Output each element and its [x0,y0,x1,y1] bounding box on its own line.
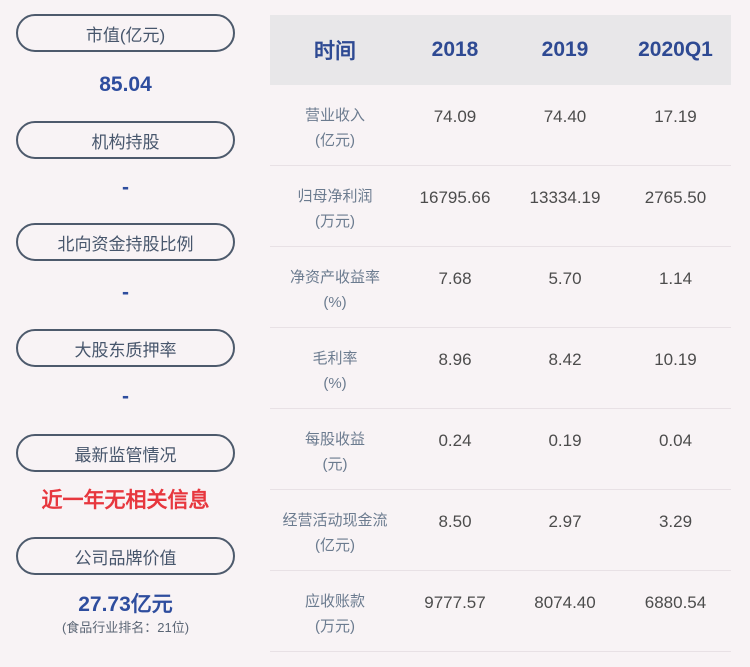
institutional-holdings-value: - [122,176,129,199]
pill-label: 大股东质押率 [74,340,177,360]
cell-value: 16795.66 [419,188,491,207]
cell-value: 9777.57 [424,593,486,612]
metric-unit: (万元) [315,618,355,635]
row-label: 经营活动现金流 (亿元) [270,490,400,558]
market-cap-value: 85.04 [99,73,152,96]
cell-value: 0.19 [548,431,582,450]
row-label: 营业收入 (亿元) [270,85,400,153]
pill-label: 市值(亿元) [85,25,166,45]
table-row-gross-margin: 毛利率 (%) 8.96 8.42 10.19 [270,328,731,409]
cell-value: 0.24 [438,431,472,450]
metric-name: 毛利率 [312,350,358,367]
metric-name: 应收账款 [304,593,365,610]
cell-value: 5.70 [548,269,582,288]
metric-name: 每股收益 [304,431,365,448]
cell-value: 17.19 [654,107,697,126]
table-header-row: 时间 2018 2019 2020Q1 [270,15,731,85]
metric-name: 营业收入 [304,107,365,124]
metric-name: 归母净利润 [297,188,373,205]
metric-unit: (亿元) [315,537,355,554]
row-label: 归母净利润 (万元) [270,166,400,234]
column-header-time: 时间 [314,40,356,63]
table-row-accounts-receivable: 应收账款 (万元) 9777.57 8074.40 6880.54 [270,571,731,652]
table-row-eps: 每股收益 (元) 0.24 0.19 0.04 [270,409,731,490]
cell-value: 3.29 [658,512,693,531]
northbound-holding-ratio-value: - [122,281,129,304]
cell-value: 10.19 [654,350,697,369]
pill-label: 机构持股 [91,132,160,152]
cell-value: 2765.50 [644,188,707,207]
table-row-revenue: 营业收入 (亿元) 74.09 74.40 17.19 [270,85,731,166]
cell-value: 13334.19 [529,188,601,207]
pill-label: 公司品牌价值 [74,548,177,568]
row-label: 净资产收益率 (%) [270,247,400,315]
sidebar-pill-latest-regulation-status[interactable]: 最新监管情况 [16,434,235,472]
metric-unit: (亿元) [315,132,355,149]
cell-value: 2.97 [548,512,582,531]
cell-value: 7.68 [438,269,472,288]
row-label: 每股收益 (元) [270,409,400,477]
table-row-net-profit: 归母净利润 (万元) 16795.66 13334.19 2765.50 [270,166,731,247]
metric-name: 净资产收益率 [289,269,380,286]
column-header-2019: 2019 [541,38,589,61]
metric-unit: (%) [323,294,347,311]
table-row-operating-cash-flow: 经营活动现金流 (亿元) 8.50 2.97 3.29 [270,490,731,571]
cell-value: 8.50 [438,512,472,531]
major-shareholder-pledge-rate-value: - [122,385,129,408]
metric-name: 经营活动现金流 [282,512,388,529]
cell-value: 1.14 [658,269,693,288]
brand-value-industry-rank: (食品行业排名：21位) [61,620,190,635]
financial-table: 时间 2018 2019 2020Q1 营业收入 (亿元) 74.09 74.4… [270,15,731,652]
latest-regulation-status-value: 近一年无相关信息 [41,489,210,512]
pill-label: 最新监管情况 [74,445,177,465]
cell-value: 8.42 [548,350,582,369]
row-label: 毛利率 (%) [270,328,400,396]
cell-value: 74.40 [543,107,587,126]
cell-value: 74.09 [433,107,477,126]
row-label: 应收账款 (万元) [270,571,400,639]
pill-label: 北向资金持股比例 [57,234,194,254]
sidebar-pill-major-shareholder-pledge-rate[interactable]: 大股东质押率 [16,329,235,367]
metric-unit: (万元) [315,213,355,230]
metric-unit: (%) [323,375,347,392]
cell-value: 0.04 [658,431,693,450]
brand-value-amount: 27.73亿元 [78,593,173,616]
cell-value: 8.96 [438,350,472,369]
cell-value: 6880.54 [644,593,707,612]
sidebar-pill-market-cap[interactable]: 市值(亿元) [16,14,235,52]
column-header-2020q1: 2020Q1 [638,38,713,61]
sidebar-pill-northbound-holding-ratio[interactable]: 北向资金持股比例 [16,223,235,261]
sidebar-pill-brand-value[interactable]: 公司品牌价值 [16,537,235,575]
column-header-2018: 2018 [431,38,479,61]
sidebar: 市值(亿元) 85.04 机构持股 - 北向资金持股比例 - 大股东质押率 - … [16,0,235,667]
sidebar-pill-institutional-holdings[interactable]: 机构持股 [16,121,235,159]
table-row-roe: 净资产收益率 (%) 7.68 5.70 1.14 [270,247,731,328]
metric-unit: (元) [322,456,348,473]
cell-value: 8074.40 [534,593,596,612]
